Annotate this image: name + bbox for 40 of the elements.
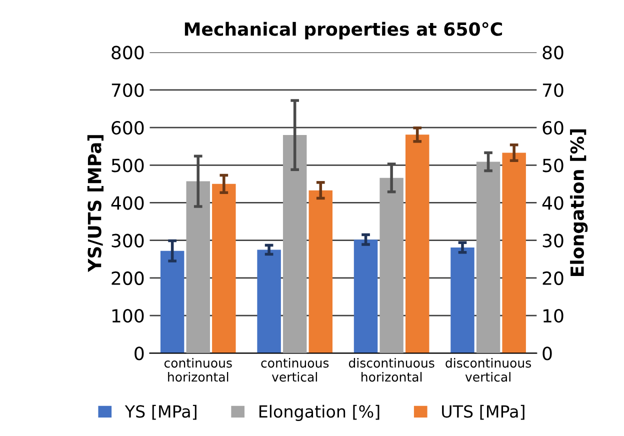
bar: [308, 190, 332, 354]
y2-tick-label: 30: [542, 234, 564, 248]
y2-tick-label: 70: [542, 83, 564, 98]
bar: [282, 135, 307, 354]
y2-tick-label: 40: [542, 196, 564, 210]
bar: [405, 134, 430, 354]
bar: [160, 250, 184, 354]
y-tick-label: 700: [112, 83, 144, 98]
bar: [476, 162, 500, 354]
bar: [380, 178, 404, 354]
y-tick-label: 0: [134, 346, 144, 360]
x-tick-label: discontinuous horizontal: [348, 358, 434, 382]
chart-title: Mechanical properties at 650°C: [184, 22, 502, 40]
bar: [186, 181, 210, 354]
bar: [354, 240, 378, 354]
y2-tick-label: 80: [542, 46, 564, 60]
y-tick-label: 600: [112, 120, 144, 135]
legend-label: YS [MPa]: [124, 404, 196, 420]
y2-tick-label: 0: [542, 346, 552, 360]
y-tick-label: 400: [111, 196, 144, 210]
legend-label: Elongation [%]: [259, 404, 380, 421]
y2-tick-label: 50: [542, 158, 564, 172]
x-tick-label: discontinuous vertical: [446, 358, 532, 382]
y2-axis-title: Elongation [%]: [570, 129, 588, 276]
bar: [257, 250, 281, 354]
y-axis-title: YS/UTS [MPa]: [87, 135, 104, 272]
bar: [212, 184, 236, 354]
y-tick-label: 800: [112, 46, 144, 60]
x-tick-label: continuous vertical: [261, 358, 329, 382]
y-tick-label: 300: [112, 234, 144, 248]
y-tick-label: 100: [112, 309, 144, 323]
y2-tick-label: 20: [542, 271, 564, 286]
y-tick-label: 500: [112, 158, 144, 172]
y2-tick-label: 60: [542, 120, 564, 135]
bar: [450, 247, 474, 354]
bar: [502, 152, 526, 354]
y-tick-label: 200: [112, 271, 144, 286]
x-tick-label: continuous horizontal: [164, 358, 232, 382]
y2-tick-label: 10: [543, 309, 564, 323]
legend-label: UTS [MPa]: [442, 404, 524, 420]
